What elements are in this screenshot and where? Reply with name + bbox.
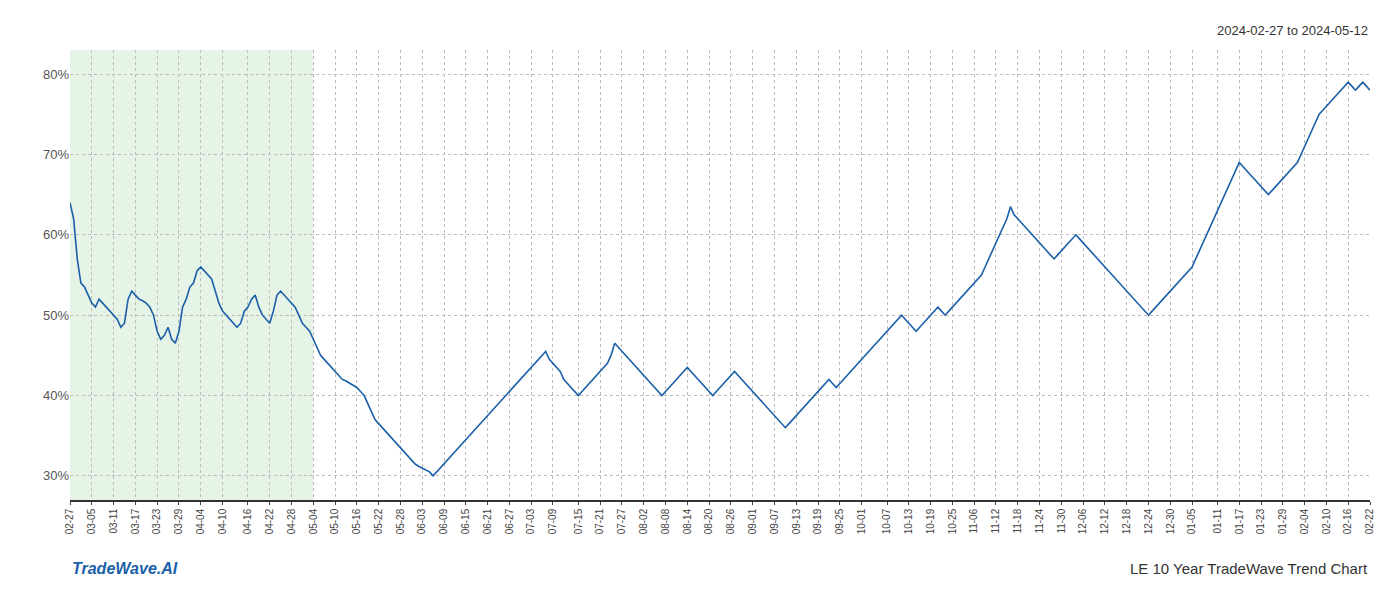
svg-text:11-30: 11-30 bbox=[1056, 508, 1067, 533]
svg-text:01-23: 01-23 bbox=[1255, 508, 1266, 534]
svg-text:05-04: 05-04 bbox=[308, 508, 319, 534]
svg-text:12-30: 12-30 bbox=[1165, 508, 1176, 534]
svg-text:09-07: 09-07 bbox=[769, 508, 780, 534]
svg-text:12-06: 12-06 bbox=[1077, 508, 1088, 534]
svg-text:11-12: 11-12 bbox=[990, 508, 1001, 533]
svg-text:10-25: 10-25 bbox=[947, 508, 958, 534]
svg-text:10-19: 10-19 bbox=[925, 508, 936, 534]
svg-text:60%: 60% bbox=[43, 227, 69, 242]
svg-text:04-28: 04-28 bbox=[286, 508, 297, 534]
svg-text:08-26: 08-26 bbox=[725, 508, 736, 534]
svg-text:04-10: 04-10 bbox=[217, 508, 228, 534]
svg-text:12-24: 12-24 bbox=[1143, 508, 1154, 534]
svg-text:11-18: 11-18 bbox=[1012, 508, 1023, 533]
svg-text:09-19: 09-19 bbox=[812, 508, 823, 534]
svg-text:07-21: 07-21 bbox=[594, 508, 605, 534]
svg-text:08-20: 08-20 bbox=[703, 508, 714, 534]
svg-text:80%: 80% bbox=[43, 67, 69, 82]
svg-text:06-21: 06-21 bbox=[482, 508, 493, 534]
svg-text:05-28: 05-28 bbox=[395, 508, 406, 534]
svg-text:03-11: 03-11 bbox=[108, 508, 119, 533]
svg-text:03-29: 03-29 bbox=[173, 508, 184, 534]
svg-text:10-01: 10-01 bbox=[856, 508, 867, 534]
svg-text:03-05: 03-05 bbox=[86, 508, 97, 534]
svg-text:01-29: 01-29 bbox=[1277, 508, 1288, 534]
svg-text:09-01: 09-01 bbox=[747, 508, 758, 534]
svg-text:03-23: 03-23 bbox=[151, 508, 162, 534]
svg-text:09-13: 09-13 bbox=[791, 508, 802, 534]
svg-text:06-09: 06-09 bbox=[438, 508, 449, 534]
svg-text:07-27: 07-27 bbox=[616, 508, 627, 534]
svg-text:07-09: 07-09 bbox=[547, 508, 558, 534]
svg-text:07-03: 07-03 bbox=[525, 508, 536, 534]
svg-text:01-05: 01-05 bbox=[1186, 508, 1197, 534]
svg-text:05-10: 05-10 bbox=[329, 508, 340, 534]
svg-text:LE 10 Year TradeWave Trend Cha: LE 10 Year TradeWave Trend Chart bbox=[1130, 560, 1368, 577]
svg-text:40%: 40% bbox=[43, 388, 69, 403]
svg-text:30%: 30% bbox=[43, 468, 69, 483]
svg-text:09-25: 09-25 bbox=[834, 508, 845, 534]
svg-text:02-10: 02-10 bbox=[1321, 508, 1332, 534]
svg-text:04-04: 04-04 bbox=[195, 508, 206, 534]
svg-text:08-08: 08-08 bbox=[660, 508, 671, 534]
svg-text:02-22: 02-22 bbox=[1364, 508, 1375, 534]
svg-text:70%: 70% bbox=[43, 147, 69, 162]
svg-text:12-18: 12-18 bbox=[1121, 508, 1132, 534]
svg-text:02-16: 02-16 bbox=[1342, 508, 1353, 534]
svg-text:03-17: 03-17 bbox=[130, 508, 141, 534]
svg-text:50%: 50% bbox=[43, 308, 69, 323]
svg-text:04-16: 04-16 bbox=[242, 508, 253, 534]
svg-text:02-04: 02-04 bbox=[1299, 508, 1310, 534]
svg-text:05-22: 05-22 bbox=[373, 508, 384, 534]
svg-text:01-11: 01-11 bbox=[1212, 508, 1223, 533]
svg-text:08-02: 08-02 bbox=[638, 508, 649, 534]
svg-text:2024-02-27 to 2024-05-12: 2024-02-27 to 2024-05-12 bbox=[1217, 23, 1368, 38]
svg-text:10-07: 10-07 bbox=[881, 508, 892, 534]
svg-text:12-12: 12-12 bbox=[1099, 508, 1110, 534]
svg-text:01-17: 01-17 bbox=[1234, 508, 1245, 534]
svg-text:02-27: 02-27 bbox=[64, 508, 75, 534]
svg-text:05-16: 05-16 bbox=[351, 508, 362, 534]
svg-text:06-27: 06-27 bbox=[504, 508, 515, 534]
svg-text:11-24: 11-24 bbox=[1034, 508, 1045, 533]
svg-text:08-14: 08-14 bbox=[682, 508, 693, 534]
svg-text:10-13: 10-13 bbox=[903, 508, 914, 534]
svg-text:06-15: 06-15 bbox=[460, 508, 471, 534]
svg-text:06-03: 06-03 bbox=[416, 508, 427, 534]
svg-text:04-22: 04-22 bbox=[264, 508, 275, 534]
svg-text:TradeWave.AI: TradeWave.AI bbox=[72, 560, 178, 577]
svg-text:11-06: 11-06 bbox=[968, 508, 979, 533]
svg-text:07-15: 07-15 bbox=[573, 508, 584, 534]
